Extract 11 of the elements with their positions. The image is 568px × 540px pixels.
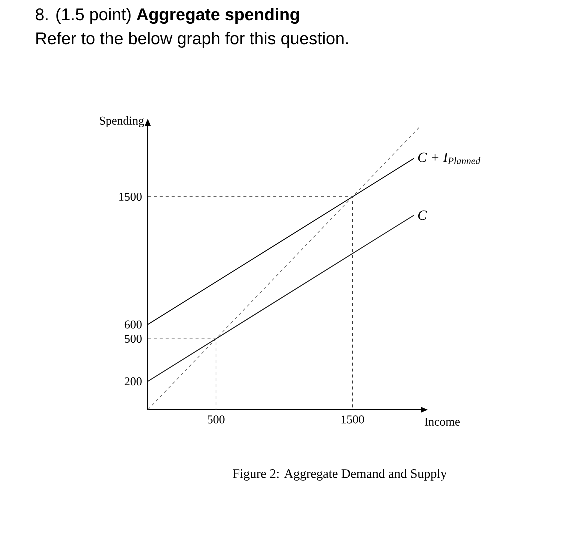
chart-title: 8. (1.5 point) Aggregate spending <box>36 8 300 24</box>
x-axis-title: Income <box>424 418 460 426</box>
caption: Figure 2: Aggregate Demand and Supply <box>233 469 448 481</box>
series-label: C <box>418 210 428 220</box>
y-tick-label: 200 <box>124 378 142 386</box>
y-axis-title: Spending <box>100 116 144 128</box>
chart-subtitle: Refer to the below graph for this question. <box>36 32 348 48</box>
series-label: C + I$_{Planned}$ <box>418 152 481 164</box>
y-tick-label: 600 <box>124 320 142 329</box>
y-tick-label: 500 <box>125 334 142 344</box>
y-tick-label: 1500 <box>120 192 142 202</box>
